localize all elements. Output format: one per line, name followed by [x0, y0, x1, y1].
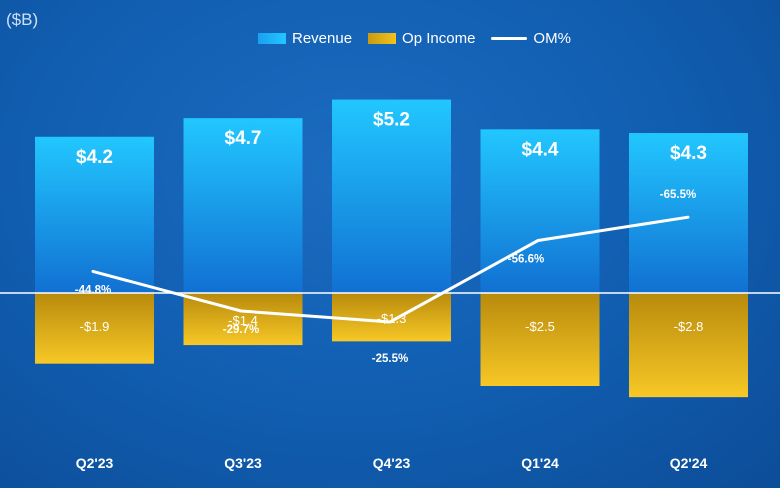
category-label: Q3'23: [224, 455, 262, 471]
op-income-bar: [629, 293, 748, 398]
om-label: -44.8%: [75, 284, 111, 296]
revenue-label: $4.3: [670, 143, 707, 164]
revenue-bar: [35, 136, 154, 293]
op-income-label: -$2.5: [525, 319, 555, 334]
legend-swatch-revenue: [258, 33, 286, 44]
op-income-bar: [35, 293, 154, 364]
legend-label-op-income: Op Income: [402, 30, 476, 47]
op-income-bar: [332, 293, 451, 342]
revenue-bar: [480, 129, 600, 293]
revenue-bar: [629, 133, 748, 293]
legend-label-om: OM%: [533, 30, 571, 47]
category-label: Q2'24: [670, 455, 708, 471]
legend-swatch-op-income: [368, 33, 397, 44]
revenue-bar: [332, 99, 451, 293]
op-income-label: -$1.4: [228, 313, 258, 328]
op-income-label: -$2.8: [674, 319, 704, 334]
op-income-bar: [480, 293, 600, 386]
legend-label-revenue: Revenue: [292, 30, 353, 47]
om-label: -65.5%: [660, 189, 696, 201]
legend-swatch-om: [491, 37, 528, 40]
revenue-label: $5.2: [373, 110, 410, 131]
category-label: Q4'23: [373, 455, 411, 471]
revenue-label: $4.4: [522, 139, 559, 160]
op-income-label: -$1.3: [377, 311, 407, 326]
legend: Revenue Op Income OM%: [258, 30, 571, 47]
om-label: -29.7%: [223, 324, 259, 336]
revenue-bar: [183, 118, 303, 293]
revenue-label: $4.7: [225, 128, 262, 149]
category-label: Q1'24: [521, 455, 559, 471]
om-label: -56.6%: [508, 254, 544, 266]
revenue-label: $4.2: [76, 147, 113, 168]
unit-label: ($B): [6, 10, 39, 29]
category-label: Q2'23: [76, 455, 114, 471]
om-line: [91, 215, 690, 324]
op-income-label: -$1.9: [80, 319, 110, 334]
om-label: -25.5%: [372, 353, 408, 365]
